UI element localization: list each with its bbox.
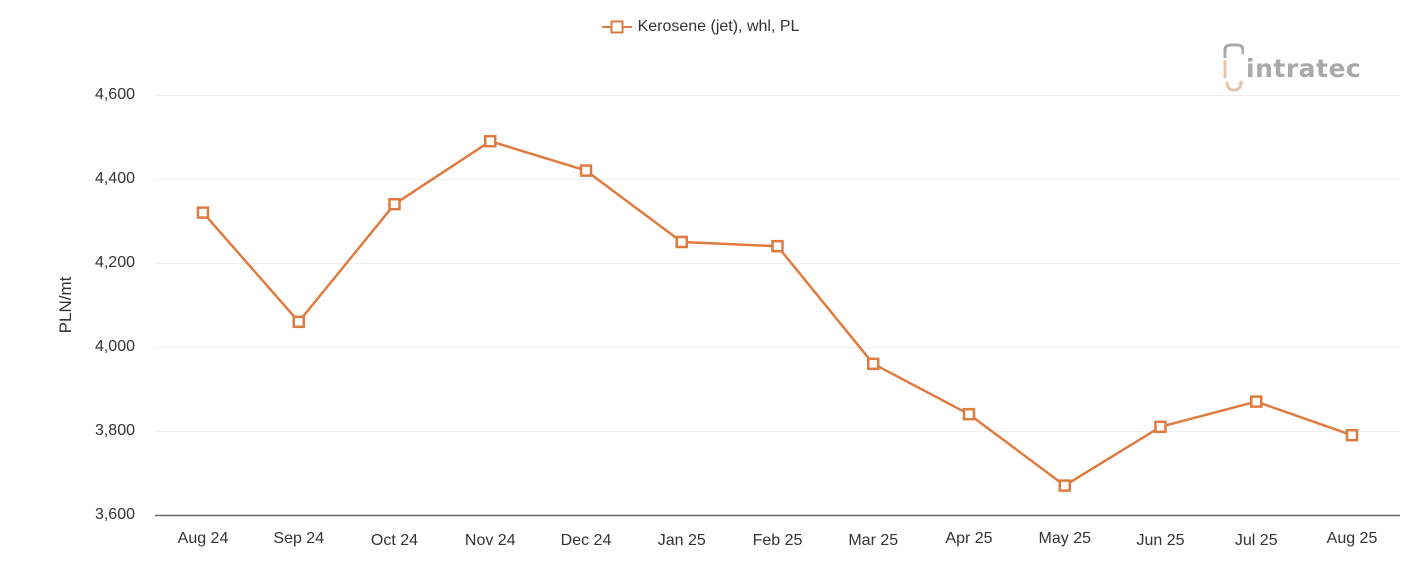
x-tick-label: Nov 24 [464,532,516,549]
data-point-marker[interactable] [771,239,784,253]
x-tick-label: Dec 24 [560,532,612,549]
data-point-marker[interactable] [579,164,593,177]
data-point-marker[interactable] [484,134,497,148]
x-tick-label: Aug 24 [177,530,229,547]
x-tick-label: Mar 25 [848,532,899,549]
legend-label: Kerosene (jet), whl, PL [637,18,800,35]
chart-legend[interactable]: Kerosene (jet), whl, PL [0,18,1401,36]
data-point-marker[interactable] [867,357,880,371]
x-tick-label: Oct 24 [370,532,419,549]
data-point-marker[interactable] [1345,428,1359,442]
x-tick-label: Apr 25 [945,530,993,547]
data-point-marker[interactable] [196,206,210,219]
series-markers [196,134,1359,492]
data-point-marker[interactable] [388,197,401,211]
y-tick-label: 4,000 [94,338,135,355]
x-tick-label: Jan 25 [657,532,706,549]
gridlines [155,95,1400,432]
y-tick-label: 4,600 [94,86,135,103]
intratec-logo: intratec [1222,42,1361,94]
y-tick-label: 3,800 [94,422,135,439]
x-tick-label: Jul 25 [1234,532,1278,549]
x-tick-label: Feb 25 [752,532,803,549]
x-tick-label: Jun 25 [1136,532,1185,549]
x-tick-label: Sep 24 [273,530,325,547]
data-point-marker[interactable] [962,407,976,421]
x-tick-label: May 25 [1038,530,1091,547]
y-tick-label: 3,600 [94,506,135,523]
data-point-marker[interactable] [1154,420,1167,434]
data-point-marker[interactable] [1250,395,1263,408]
data-point-marker[interactable] [292,315,305,329]
y-tick-label: 4,200 [94,254,135,271]
x-tick-label: Aug 25 [1326,530,1378,547]
data-point-marker[interactable] [1058,479,1071,492]
logo-text: intratec [1246,53,1362,83]
data-point-marker[interactable] [675,235,688,249]
y-tick-label: 4,400 [94,170,135,187]
square-marker-line-icon [601,20,632,34]
series-line [202,139,1353,487]
logo-mark-icon [1223,43,1244,92]
